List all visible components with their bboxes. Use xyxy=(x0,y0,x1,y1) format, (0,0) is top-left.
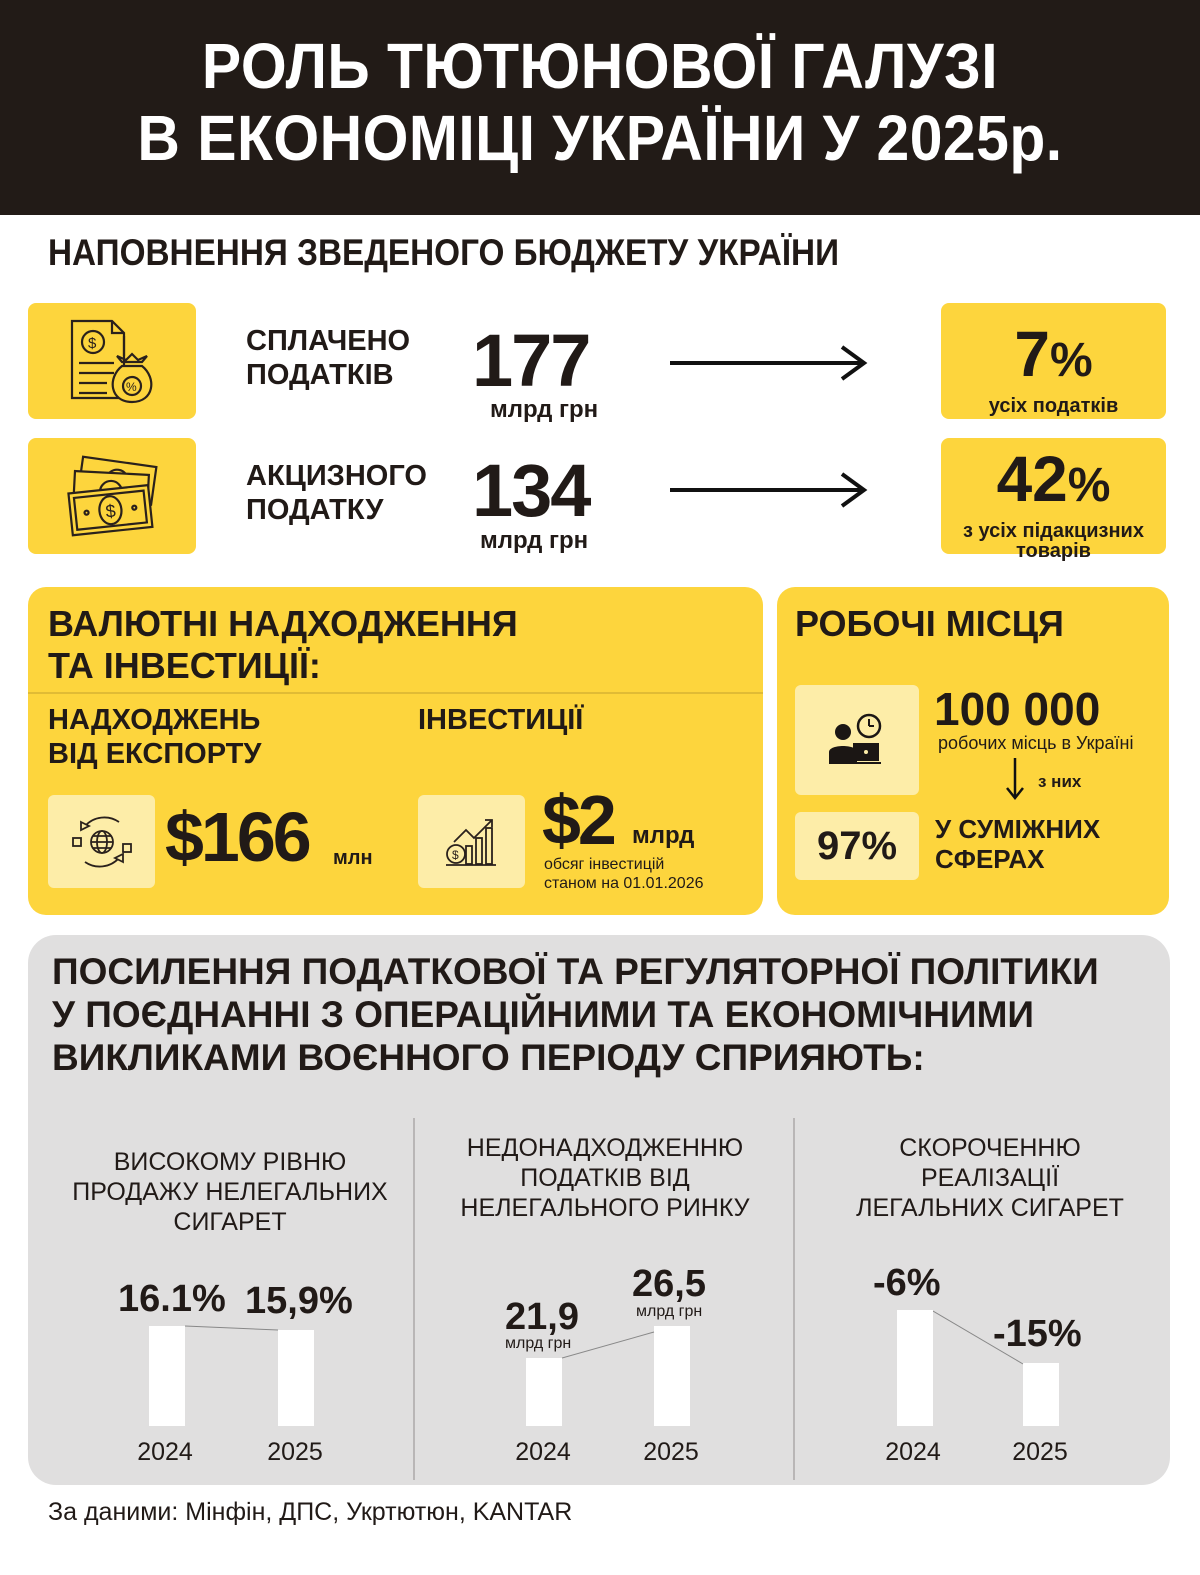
export-label: НАДХОДЖЕНЬ ВІД ЕКСПОРТУ xyxy=(48,704,262,770)
paid-taxes-share-value: 7% xyxy=(1014,318,1093,390)
export-value: $166 xyxy=(165,798,312,876)
jobs-share-box: 97% xyxy=(795,812,919,880)
policy-panel xyxy=(28,935,1170,1485)
chart-illegal-sales-year-2025: 2025 xyxy=(267,1438,323,1466)
chart-legal-sales-2025-label: -15% xyxy=(993,1313,1082,1355)
jobs-value: 100 000 xyxy=(934,683,1101,735)
investments-icon-box: $ xyxy=(418,795,525,888)
tax-icon-box: $ % xyxy=(28,303,196,419)
chart-legal-sales-year-2025: 2025 xyxy=(1012,1438,1068,1466)
chart-tax-loss-bar-2025 xyxy=(654,1326,690,1426)
jobs-arrow-note: з них xyxy=(1038,772,1082,791)
excise-share-box: 42% з усіх підакцизних товарів xyxy=(941,438,1166,561)
excise-share-note-2: товарів xyxy=(1016,540,1091,562)
title-line-1: РОЛЬ ТЮТЮНОВОЇ ГАЛУЗІ xyxy=(201,30,999,102)
chart-tax-loss-year-2024: 2024 xyxy=(515,1438,571,1466)
source-footnote: За даними: Мінфін, ДПС, Укртютюн, KANTAR xyxy=(48,1498,573,1526)
investments-note: обсяг інвестицій станом на 01.01.2026 xyxy=(544,856,704,892)
chart-illegal-sales-2025-label: 15,9% xyxy=(245,1280,353,1322)
export-icon-box xyxy=(48,795,155,888)
excise-unit: млрд грн xyxy=(480,527,589,554)
worker-clock-icon xyxy=(827,712,887,768)
chart-illegal-sales-bar-2025 xyxy=(278,1330,314,1426)
jobs-value-note: робочих місць в Україні xyxy=(938,733,1134,753)
global-trade-icon xyxy=(67,812,137,872)
jobs-title: РОБОЧІ МІСЦЯ xyxy=(795,603,1064,644)
excise-value: 134 xyxy=(472,449,591,532)
chart-legal-sales-year-2024: 2024 xyxy=(885,1438,941,1466)
chart-illegal-sales-year-2024: 2024 xyxy=(137,1438,193,1466)
tax-document-money-bag-icon: $ % xyxy=(62,316,162,406)
chart-tax-loss-trendline xyxy=(562,1331,655,1359)
excise-label: АКЦИЗНОГО ПОДАТКУ xyxy=(246,460,427,526)
currency-title: ВАЛЮТНІ НАДХОДЖЕННЯ ТА ІНВЕСТИЦІЇ: xyxy=(48,603,518,686)
svg-text:$: $ xyxy=(105,501,117,522)
chart-tax-loss-2025-label: 26,5 xyxy=(632,1263,706,1305)
chart-tax-loss-2024-unit: млрд грн xyxy=(505,1335,572,1352)
budget-section-title: НАПОВНЕННЯ ЗВЕДЕНОГО БЮДЖЕТУ УКРАЇНИ xyxy=(48,232,840,273)
column-divider xyxy=(413,1118,415,1480)
chart-tax-loss-title: НЕДОНАДХОДЖЕННЮ ПОДАТКІВ ВІД НЕЛЕГАЛЬНОГ… xyxy=(460,1134,750,1222)
paid-taxes-unit: млрд грн xyxy=(490,396,599,423)
chart-legal-sales-title: СКОРОЧЕННЮ РЕАЛІЗАЦІЇ ЛЕГАЛЬНИХ СИГАРЕТ xyxy=(856,1134,1124,1222)
excise-icon-box: $ xyxy=(28,438,196,554)
jobs-icon-box xyxy=(795,685,919,795)
investments-value: $2 xyxy=(542,781,617,859)
paid-taxes-share-note: усіх податків xyxy=(988,395,1119,417)
right-arrow-icon xyxy=(670,345,870,381)
chart-tax-loss-2024-label: 21,9 xyxy=(505,1296,579,1338)
export-unit: млн xyxy=(333,847,373,869)
excise-share-note: з усіх підакцизних xyxy=(963,520,1144,542)
svg-text:$: $ xyxy=(452,848,459,862)
svg-text:%: % xyxy=(126,380,137,394)
excise-share-value: 42% xyxy=(996,443,1111,515)
column-divider xyxy=(793,1118,795,1480)
chart-legal-sales-bar-2025 xyxy=(1023,1363,1059,1426)
svg-text:$: $ xyxy=(88,335,97,352)
right-arrow-icon xyxy=(670,472,870,508)
paid-taxes-label: СПЛАЧЕНО ПОДАТКІВ xyxy=(246,325,411,391)
currency-divider xyxy=(28,692,763,694)
banknotes-icon: $ xyxy=(62,451,162,541)
paid-taxes-share-box: 7% усіх податків xyxy=(941,303,1166,419)
policy-title: ПОСИЛЕННЯ ПОДАТКОВОЇ ТА РЕГУЛЯТОРНОЇ ПОЛ… xyxy=(52,951,1099,1078)
paid-taxes-value: 177 xyxy=(472,319,591,402)
title-line-2: В ЕКОНОМІЦІ УКРАЇНИ У 2025р. xyxy=(137,102,1063,174)
investment-growth-icon: $ xyxy=(442,814,502,870)
chart-tax-loss-2025-unit: млрд грн xyxy=(636,1303,703,1320)
chart-legal-sales-bar-2024 xyxy=(897,1310,933,1426)
chart-illegal-sales-bar-2024 xyxy=(149,1326,185,1426)
chart-tax-loss-year-2025: 2025 xyxy=(643,1438,699,1466)
chart-illegal-sales-title: ВИСОКОМУ РІВНЮ ПРОДАЖУ НЕЛЕГАЛЬНИХ СИГАР… xyxy=(72,1148,388,1236)
chart-illegal-sales-trendline xyxy=(185,1325,279,1331)
jobs-share-label: У СУМІЖНИХ СФЕРАХ xyxy=(935,814,1101,874)
down-arrow-icon xyxy=(1005,758,1025,800)
header-banner: РОЛЬ ТЮТЮНОВОЇ ГАЛУЗІ В ЕКОНОМІЦІ УКРАЇН… xyxy=(0,0,1200,215)
chart-legal-sales-trendline xyxy=(933,1310,1024,1365)
chart-legal-sales-2024-label: -6% xyxy=(873,1262,941,1304)
chart-illegal-sales-2024-label: 16.1% xyxy=(118,1278,226,1320)
chart-tax-loss-bar-2024 xyxy=(526,1358,562,1426)
investments-label: ІНВЕСТИЦІЇ xyxy=(418,704,584,736)
investments-unit: млрд xyxy=(632,822,695,849)
